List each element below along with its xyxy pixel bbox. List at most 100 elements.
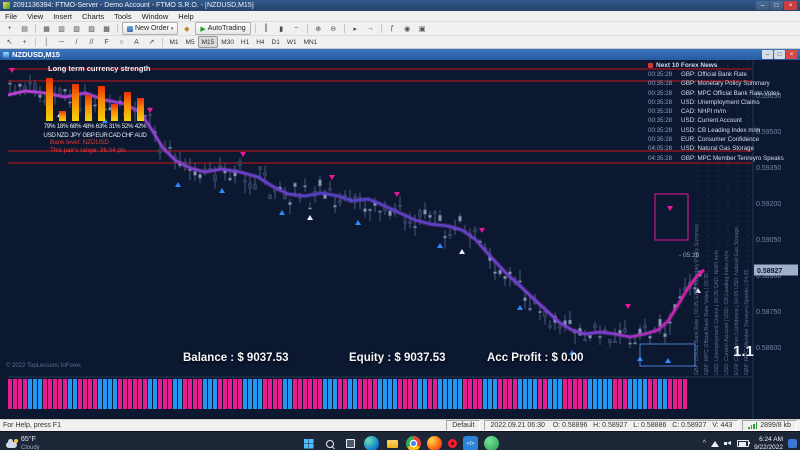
- chart-close-button[interactable]: ×: [786, 50, 797, 59]
- news-item: 00:35:28USD: CB Leading Index m/m: [648, 126, 796, 135]
- terminal-button[interactable]: ▨: [84, 22, 99, 35]
- new-chart-button[interactable]: +: [2, 22, 17, 35]
- data-window-button[interactable]: ▥: [54, 22, 69, 35]
- firefox-icon[interactable]: [427, 436, 442, 450]
- news-item: 00:35:28USD: Current Account: [648, 116, 796, 125]
- fibonacci-button[interactable]: F: [99, 36, 114, 49]
- autotrading-button[interactable]: ▶AutoTrading: [195, 22, 250, 35]
- templates-button[interactable]: ▣: [415, 22, 430, 35]
- vertical-line-button[interactable]: │: [39, 36, 54, 49]
- strength-percentages: 79%18%68%48%63%31%52%42%: [43, 123, 172, 130]
- strength-bar-nzd: [59, 111, 66, 121]
- system-tray: ^ 6:24 AM 9/22/2022: [703, 436, 797, 450]
- wifi-icon[interactable]: [711, 441, 719, 447]
- drawn-rectangles[interactable]: [640, 194, 695, 366]
- timeframe-w1[interactable]: W1: [283, 36, 300, 48]
- timeframe-h1[interactable]: H1: [237, 36, 252, 48]
- timeframe-m15[interactable]: M15: [198, 36, 218, 48]
- news-countdown-label: - 05:28: [679, 252, 699, 259]
- svg-text:0.59050: 0.59050: [756, 237, 781, 244]
- indicators-button[interactable]: ƒ: [385, 22, 400, 35]
- pair-range-note: This pair's range: 36.04 pts: [50, 147, 172, 155]
- horizontal-line-button[interactable]: ─: [54, 36, 69, 49]
- taskview-icon[interactable]: [343, 436, 358, 450]
- chrome-icon[interactable]: [406, 436, 421, 450]
- close-button[interactable]: ×: [784, 1, 797, 10]
- text-button[interactable]: A: [129, 36, 144, 49]
- edge-icon[interactable]: [364, 436, 379, 450]
- timeframe-m5[interactable]: M5: [182, 36, 198, 48]
- menu-window[interactable]: Window: [137, 12, 174, 21]
- bar-chart-button[interactable]: ║: [259, 22, 274, 35]
- toolbar-separator: [307, 24, 308, 33]
- market-watch-button[interactable]: ▦: [39, 22, 54, 35]
- trendline-button[interactable]: /: [69, 36, 84, 49]
- metaeditor-button[interactable]: ◆: [179, 22, 194, 35]
- timeframe-m1[interactable]: M1: [166, 36, 182, 48]
- notification-button[interactable]: [788, 439, 797, 448]
- candlestick-chart-button[interactable]: ▮: [274, 22, 289, 35]
- battery-icon[interactable]: [737, 440, 749, 447]
- order-icon: [127, 26, 133, 32]
- minimize-button[interactable]: –: [756, 1, 769, 10]
- strategy-tester-button[interactable]: ▩: [99, 22, 114, 35]
- menu-charts[interactable]: Charts: [77, 12, 109, 21]
- maximize-button[interactable]: □: [770, 1, 783, 10]
- greenapp-icon[interactable]: [484, 436, 499, 450]
- timeframe-mn1[interactable]: MN1: [300, 36, 321, 48]
- chart-minimize-button[interactable]: –: [762, 50, 773, 59]
- volume-icon[interactable]: [724, 440, 732, 447]
- menu-help[interactable]: Help: [173, 12, 198, 21]
- strength-currencies: USDNZDJPYGBPEURCADCHFAUD: [43, 132, 172, 139]
- chart-restore-button[interactable]: □: [774, 50, 785, 59]
- timeframe-h4[interactable]: H4: [253, 36, 268, 48]
- menu-view[interactable]: View: [22, 12, 48, 21]
- opera-icon[interactable]: [448, 439, 457, 448]
- cursor-button[interactable]: ↖: [2, 36, 17, 49]
- zoom-in-button[interactable]: ⊕: [311, 22, 326, 35]
- crosshair-button[interactable]: +: [17, 36, 32, 49]
- strength-currency: CHF: [121, 132, 134, 139]
- chart-shift-button[interactable]: →: [363, 22, 378, 35]
- toolbar-separator: [255, 24, 256, 33]
- channel-button[interactable]: //: [84, 36, 99, 49]
- timeframe-d1[interactable]: D1: [268, 36, 283, 48]
- toolbar-separator: [35, 24, 36, 33]
- menu-tools[interactable]: Tools: [109, 12, 137, 21]
- chart-area[interactable]: 0.596500.595000.593500.592000.590500.589…: [0, 60, 800, 419]
- timeframe-m30[interactable]: M30: [218, 36, 238, 48]
- svg-text:USD: Current Account | USD: CB: USD: Current Account | USD: CB Leading I…: [724, 250, 730, 375]
- strength-currency: EUR: [95, 132, 108, 139]
- profiles-button[interactable]: ▤: [17, 22, 32, 35]
- toolbar-separator: [344, 24, 345, 33]
- auto-scroll-button[interactable]: ▸: [348, 22, 363, 35]
- svg-text:0.58600: 0.58600: [756, 345, 781, 352]
- new-order-button[interactable]: New Order▾: [122, 22, 178, 35]
- zoom-out-button[interactable]: ⊖: [326, 22, 341, 35]
- arrow-tools-button[interactable]: ↗: [144, 36, 159, 49]
- news-item: 04:05:28USD: Natural Gas Storage: [648, 144, 796, 153]
- navigator-button[interactable]: ▧: [69, 22, 84, 35]
- vscode-icon[interactable]: </>: [463, 436, 478, 450]
- periods-button[interactable]: ◉: [400, 22, 415, 35]
- strength-bar-gbp: [85, 95, 92, 121]
- tray-chevron-icon[interactable]: ^: [703, 441, 706, 447]
- clock-time: 6:24 AM: [754, 436, 783, 444]
- weather-widget[interactable]: 65°F Cloudy: [0, 436, 46, 450]
- toolbar-standard: +▤ ▦▥▧▨▩ New Order▾◆▶AutoTrading ║▮~ ⊕⊖ ▸→ ƒ◉▣: [0, 22, 800, 36]
- taskbar-clock[interactable]: 6:24 AM 9/22/2022: [754, 436, 783, 450]
- start-icon[interactable]: [301, 436, 316, 450]
- strength-pct: 18%: [56, 123, 69, 130]
- news-item: 00:35:28EUR: Consumer Confidence: [648, 135, 796, 144]
- menu-insert[interactable]: Insert: [48, 12, 77, 21]
- shapes-button[interactable]: ○: [114, 36, 129, 49]
- status-profile[interactable]: Default: [446, 420, 480, 431]
- search-icon[interactable]: [322, 436, 337, 450]
- news-item: 00:35:28GBP: Official Bank Rate: [648, 70, 796, 79]
- news-icon: [648, 63, 653, 68]
- folder-icon[interactable]: [385, 436, 400, 450]
- menu-file[interactable]: File: [0, 12, 22, 21]
- line-chart-button[interactable]: ~: [289, 22, 304, 35]
- strength-pct: 68%: [69, 123, 82, 130]
- trend-histogram: [8, 379, 687, 409]
